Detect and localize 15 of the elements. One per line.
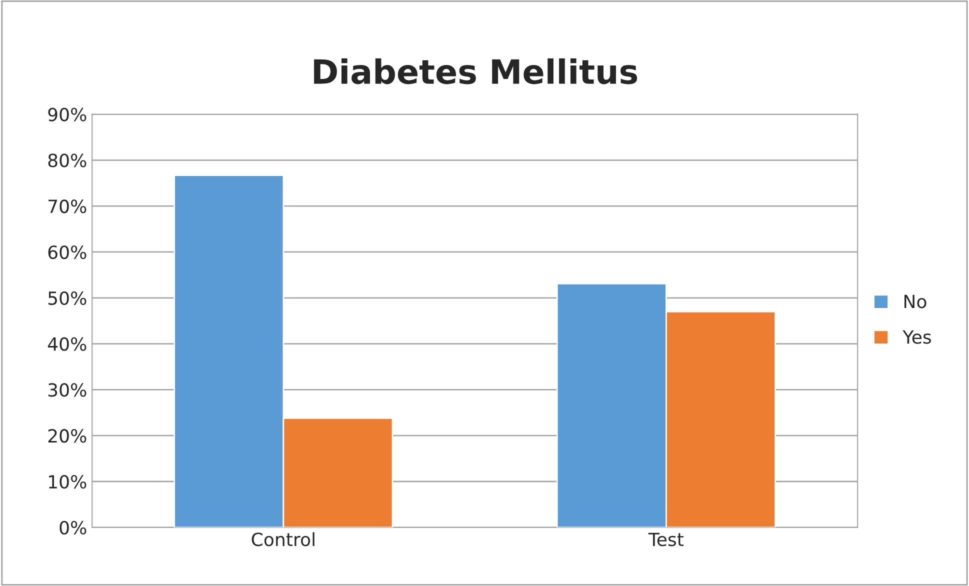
legend-label: Yes <box>902 330 931 344</box>
y-tick-label: 10% <box>49 474 86 489</box>
y-tick-label: 90% <box>48 108 86 122</box>
y-tick-label: 80% <box>48 154 86 168</box>
y-tick-label: 20% <box>48 429 86 443</box>
y-tick-label: 50% <box>48 291 86 305</box>
x-tick-label: Control <box>252 532 314 546</box>
y-tick-label: 70% <box>48 200 86 214</box>
legend-label: No <box>904 294 926 308</box>
chart-title: Diabetes Mellitus <box>314 58 638 84</box>
y-tick-label: 60% <box>48 245 86 260</box>
x-tick-label: Test <box>648 532 684 546</box>
y-tick-label: 0% <box>60 520 86 535</box>
y-tick-label: 40% <box>48 337 86 351</box>
y-tick-label: 30% <box>48 383 86 397</box>
